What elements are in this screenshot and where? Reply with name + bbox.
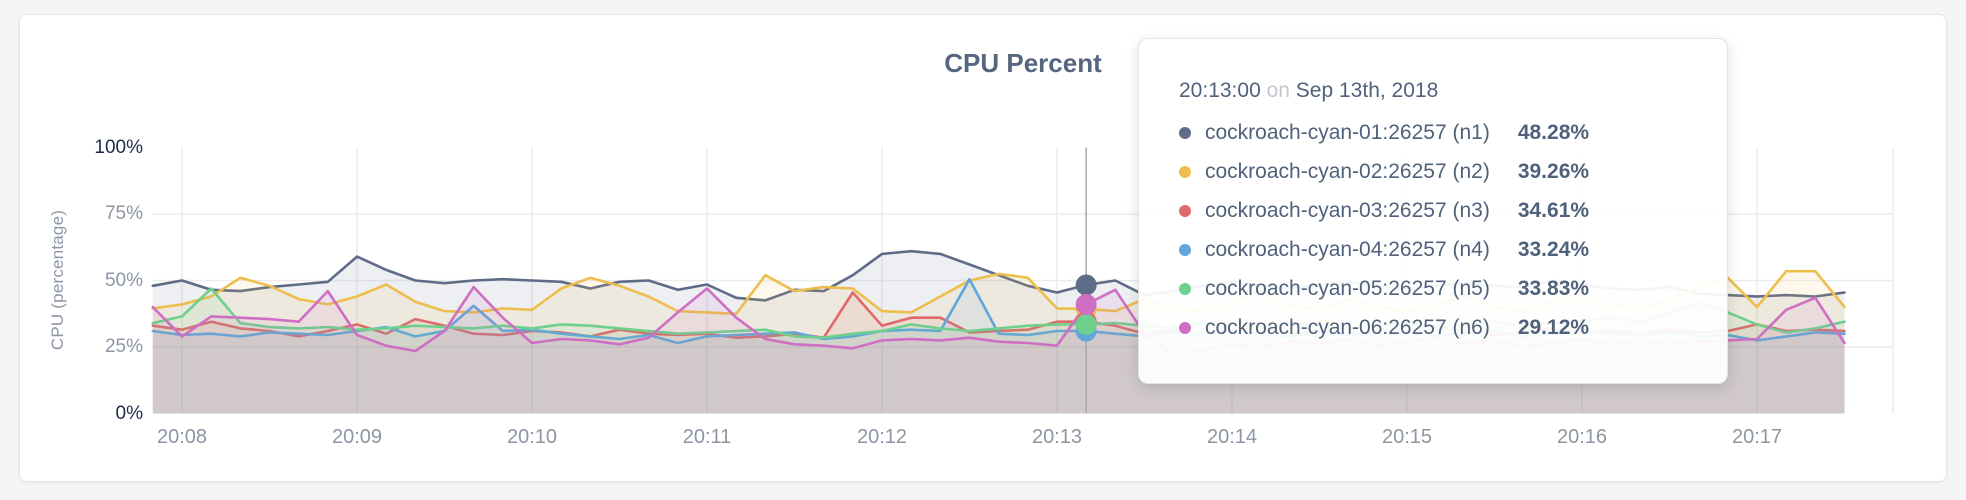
tooltip-row: cockroach-cyan-05:26257 (n5) 33.83% xyxy=(1179,269,1687,308)
chart-title: CPU Percent xyxy=(944,48,1102,78)
tooltip-series-label: cockroach-cyan-05:26257 (n5) xyxy=(1205,276,1490,300)
x-axis-tick: 20:11 xyxy=(682,426,732,448)
tooltip-series-label: cockroach-cyan-03:26257 (n3) xyxy=(1205,198,1490,222)
x-axis-tick: 20:14 xyxy=(1206,426,1258,448)
x-axis-tick: 20:13 xyxy=(1031,426,1083,448)
tooltip-row: cockroach-cyan-04:26257 (n4) 33.24% xyxy=(1179,230,1687,269)
tooltip-row: cockroach-cyan-06:26257 (n6) 29.12% xyxy=(1179,308,1687,347)
tooltip-time: 20:13:00 xyxy=(1179,79,1261,102)
tooltip-row: cockroach-cyan-03:26257 (n3) 34.61% xyxy=(1179,191,1687,230)
y-axis-tick: 100% xyxy=(94,136,143,158)
y-axis-tick: 25% xyxy=(104,336,143,357)
y-axis-tick: 0% xyxy=(115,402,143,424)
tooltip-series-label: cockroach-cyan-02:26257 (n2) xyxy=(1205,159,1490,183)
tooltip-header: 20:13:00 on Sep 13th, 2018 xyxy=(1179,77,1687,105)
hover-point xyxy=(1075,293,1097,315)
x-axis-tick: 20:12 xyxy=(856,426,908,448)
x-axis-tick: 20:16 xyxy=(1556,426,1608,448)
x-axis-tick: 20:09 xyxy=(331,426,383,448)
legend-dot xyxy=(1179,165,1191,178)
tooltip-series-value: 48.28% xyxy=(1517,120,1590,144)
tooltip-series-value: 33.24% xyxy=(1517,237,1590,261)
tooltip-connector: on xyxy=(1266,79,1290,102)
x-axis-tick: 20:17 xyxy=(1731,426,1783,448)
legend-dot xyxy=(1179,243,1191,256)
tooltip-series-label: cockroach-cyan-01:26257 (n1) xyxy=(1205,120,1490,144)
tooltip-series-value: 34.61% xyxy=(1517,198,1590,222)
y-axis-tick: 75% xyxy=(104,203,143,224)
tooltip-series-value: 29.12% xyxy=(1517,315,1590,339)
legend-dot xyxy=(1179,204,1191,217)
y-axis-tick: 50% xyxy=(104,269,143,291)
tooltip-date: Sep 13th, 2018 xyxy=(1295,79,1439,102)
tooltip-series-label: cockroach-cyan-06:26257 (n6) xyxy=(1205,315,1490,339)
tooltip-series-value: 33.83% xyxy=(1517,276,1590,300)
tooltip-rows: cockroach-cyan-01:26257 (n1) 48.28% cockro… xyxy=(1179,113,1687,347)
tooltip-row: cockroach-cyan-02:26257 (n2) 39.26% xyxy=(1179,152,1687,191)
tooltip-series-value: 39.26% xyxy=(1517,159,1590,183)
x-axis-tick: 20:08 xyxy=(156,426,208,448)
legend-dot xyxy=(1179,321,1191,334)
tooltip-series-label: cockroach-cyan-04:26257 (n4) xyxy=(1205,237,1490,261)
hover-point xyxy=(1075,274,1097,296)
hover-point xyxy=(1075,313,1097,335)
legend-dot xyxy=(1179,126,1191,139)
x-axis-tick: 20:10 xyxy=(506,426,558,448)
hover-tooltip: 20:13:00 on Sep 13th, 2018 cockroach-cya… xyxy=(1138,38,1728,384)
tooltip-row: cockroach-cyan-01:26257 (n1) 48.28% xyxy=(1179,113,1687,152)
legend-dot xyxy=(1179,282,1191,295)
x-axis-tick: 20:15 xyxy=(1381,426,1433,448)
